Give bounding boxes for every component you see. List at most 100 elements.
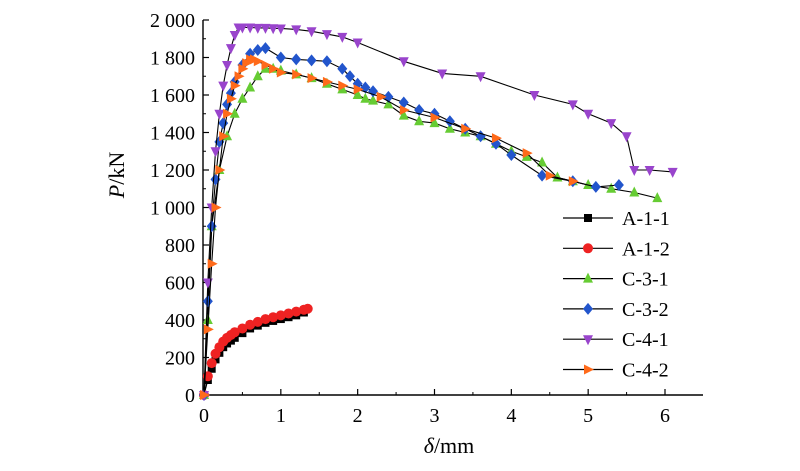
data-point [506, 149, 517, 161]
y-tick-label: 400 [165, 310, 195, 332]
y-tick-label: 800 [165, 235, 195, 257]
legend-marker [583, 302, 593, 315]
data-point [291, 306, 302, 317]
legend-marker [583, 335, 593, 346]
legend-label: A-1-2 [622, 238, 670, 260]
data-point [229, 107, 240, 118]
data-point [606, 119, 617, 130]
y-tick-label: 600 [165, 273, 195, 295]
y-tick-label: 1 400 [150, 123, 195, 145]
data-point [590, 180, 601, 193]
data-point [621, 132, 632, 143]
data-point [253, 56, 264, 67]
data-point [214, 109, 225, 120]
legend-item-a-1-2: A-1-2 [563, 238, 670, 260]
data-point [461, 123, 472, 134]
data-point [291, 25, 302, 36]
data-point [276, 67, 287, 78]
data-point [215, 165, 226, 175]
data-point [211, 202, 222, 213]
legend-marker [584, 364, 594, 375]
data-point [398, 57, 409, 68]
legend-item-c-3-1: C-3-1 [563, 269, 669, 291]
data-point [414, 115, 425, 126]
series-c-4-2 [200, 54, 579, 400]
data-point [200, 390, 210, 400]
data-point [629, 166, 640, 176]
data-point [202, 295, 213, 308]
data-point [229, 327, 240, 338]
data-point [568, 176, 579, 187]
data-point [302, 303, 313, 314]
legend-item-c-4-1: C-4-1 [563, 329, 669, 351]
data-point [306, 54, 317, 67]
data-point [321, 30, 332, 41]
x-tick-label: 2 [353, 405, 363, 427]
data-point [237, 323, 248, 334]
data-point [283, 308, 294, 319]
data-point [522, 148, 533, 159]
data-point [322, 76, 333, 87]
data-point [237, 23, 248, 34]
data-point [368, 94, 379, 105]
y-tick-label: 1 600 [150, 85, 195, 107]
data-point [275, 24, 286, 35]
data-point [667, 167, 678, 178]
legend: A-1-1 A-1-2 C-3-1 C-3-2 C-4-1 C-4-2 [563, 208, 670, 382]
data-point [399, 105, 410, 115]
legend-label: C-4-2 [622, 360, 669, 382]
data-point [245, 23, 256, 34]
data-point [398, 96, 409, 109]
data-point [583, 179, 594, 189]
data-point [337, 32, 348, 43]
data-point [268, 312, 279, 323]
data-point [261, 60, 272, 70]
data-point [238, 63, 249, 74]
data-point [210, 147, 221, 158]
x-tick-label: 3 [430, 405, 440, 427]
y-tick-label: 0 [185, 385, 195, 407]
data-point [437, 69, 448, 80]
data-point [252, 44, 263, 56]
data-point [237, 92, 248, 103]
axes-layer: 0 200 400 600 800 1 000 1 200 1 400 1 600 1 800 2 … [150, 10, 703, 427]
data-point [398, 109, 409, 120]
data-point [306, 27, 317, 38]
legend-marker [583, 272, 593, 283]
data-point [537, 156, 548, 167]
x-tick-label: 5 [583, 405, 593, 427]
data-point [606, 182, 617, 193]
x-axis-variable: δ [424, 433, 435, 458]
series-c-3-2 [199, 42, 624, 401]
y-tick-label: 200 [165, 348, 195, 370]
data-point [275, 310, 286, 321]
data-point [206, 220, 217, 233]
data-point [321, 55, 332, 68]
y-tick-label: 1 200 [150, 160, 195, 182]
y-axis-title: P/kN [104, 152, 129, 200]
data-point [207, 364, 216, 373]
data-point [268, 24, 279, 35]
data-point [202, 278, 213, 289]
y-tick-label: 1 800 [150, 48, 195, 70]
x-tick-label: 0 [199, 405, 209, 427]
data-point [269, 63, 280, 74]
data-point [292, 69, 303, 80]
x-axis-title: δ/mm [424, 433, 475, 458]
data-point [429, 117, 440, 128]
y-axis-unit: /kN [104, 152, 129, 185]
data-point [344, 70, 355, 83]
data-point [629, 186, 640, 197]
legend-label: C-3-1 [622, 269, 669, 291]
data-point [545, 170, 556, 181]
data-point [252, 316, 263, 327]
data-point [245, 319, 256, 330]
data-point [352, 89, 363, 99]
data-point [613, 179, 624, 191]
data-point [353, 84, 364, 95]
data-point [338, 80, 349, 91]
y-axis-variable: P [104, 185, 129, 199]
legend-marker [584, 214, 592, 222]
data-point [475, 72, 486, 83]
